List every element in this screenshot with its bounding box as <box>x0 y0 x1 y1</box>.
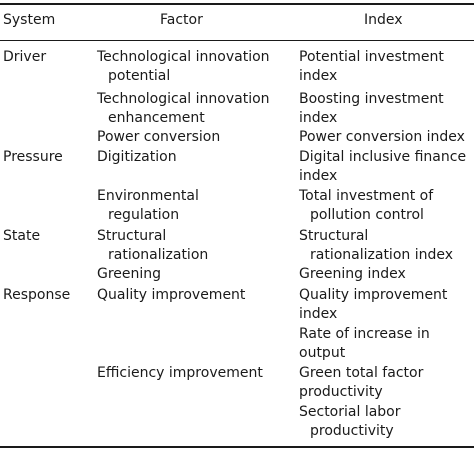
factor-text: Digitization <box>97 149 177 165</box>
header-system: System <box>3 12 56 28</box>
factor-cell: Quality improvement <box>97 286 245 305</box>
index-text: Total investment of <box>299 188 434 204</box>
system-cell: Driver <box>3 49 47 65</box>
factor-cell: Power conversion <box>97 128 220 147</box>
index-text: productivity <box>310 423 394 439</box>
factor-text: rationalization <box>108 247 209 263</box>
factor-text: Technological innovation <box>97 49 270 65</box>
index-cell: Green total factor productivity <box>299 364 423 402</box>
index-text: Quality improvement <box>299 287 448 303</box>
header-factor: Factor <box>160 12 203 28</box>
factor-text: enhancement <box>108 110 205 126</box>
index-text: Green total factor <box>299 365 424 381</box>
index-text: Rate of increase in <box>299 326 430 342</box>
factor-cell: Structural rationalization <box>97 227 208 265</box>
index-text: Digital inclusive finance <box>299 149 467 165</box>
index-text: index <box>299 306 338 322</box>
header-index: Index <box>364 12 403 28</box>
index-cell: Power conversion index <box>299 128 465 147</box>
index-text: index <box>299 168 338 184</box>
top-rule <box>0 3 474 5</box>
factor-cell: Greening <box>97 265 161 284</box>
index-cell: Greening index <box>299 265 406 284</box>
system-cell: Response <box>3 287 71 303</box>
index-text: rationalization index <box>310 247 454 263</box>
factor-text: Efficiency improvement <box>97 365 263 381</box>
index-cell: Digital inclusive finance index <box>299 148 466 186</box>
index-cell: Sectorial labor productivity <box>299 403 401 441</box>
factor-text: regulation <box>108 207 180 223</box>
factor-text: Environmental <box>97 188 199 204</box>
index-text: Sectorial labor <box>299 404 401 420</box>
index-text: index <box>299 110 338 126</box>
factor-text: potential <box>108 68 171 84</box>
factor-text: Structural <box>97 228 167 244</box>
index-text: Potential investment <box>299 49 444 65</box>
index-text: Greening index <box>299 266 406 282</box>
factor-cell: Digitization <box>97 148 177 167</box>
index-text: Boosting investment <box>299 91 444 107</box>
factor-cell: Technological innovation enhancement <box>97 90 270 128</box>
index-cell: Rate of increase in output <box>299 325 430 363</box>
bottom-rule <box>0 446 474 448</box>
index-text: index <box>299 68 338 84</box>
index-cell: Quality improvement index <box>299 286 447 324</box>
index-cell: Structural rationalization index <box>299 227 453 265</box>
index-text: Structural <box>299 228 369 244</box>
factor-cell: Technological innovation potential <box>97 48 270 86</box>
index-cell: Total investment of pollution control <box>299 187 433 225</box>
index-text: pollution control <box>310 207 424 223</box>
index-text: Power conversion index <box>299 129 465 145</box>
factor-text: Technological innovation <box>97 91 270 107</box>
factor-cell: Environmental regulation <box>97 187 199 225</box>
header-rule <box>0 40 474 41</box>
index-cell: Boosting investment index <box>299 90 444 128</box>
index-text: productivity <box>299 384 383 400</box>
factor-cell: Efficiency improvement <box>97 364 263 383</box>
system-cell: Pressure <box>3 149 63 165</box>
index-cell: Potential investment index <box>299 48 444 86</box>
factor-text: Quality improvement <box>97 287 246 303</box>
index-text: output <box>299 345 346 361</box>
system-cell: State <box>3 228 41 244</box>
factor-text: Greening <box>97 266 162 282</box>
factor-text: Power conversion <box>97 129 221 145</box>
